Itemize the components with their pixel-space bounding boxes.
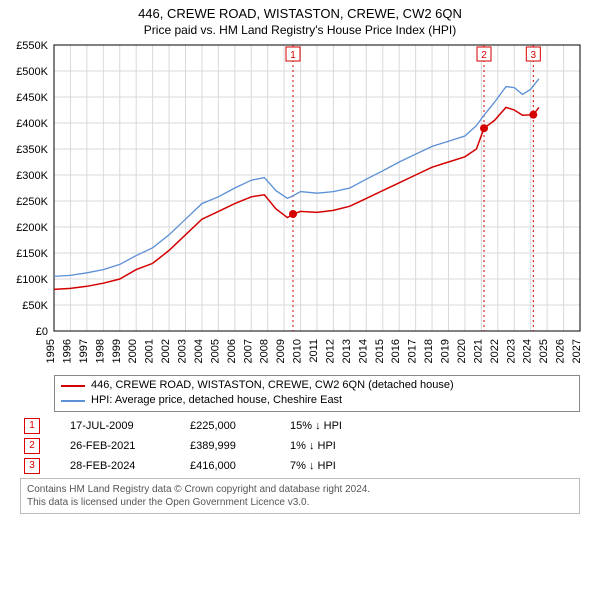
transaction-date: 26-FEB-2021 [70,440,180,452]
svg-text:2006: 2006 [226,339,238,363]
svg-text:2014: 2014 [357,339,369,363]
legend-label: 446, CREWE ROAD, WISTASTON, CREWE, CW2 6… [91,378,454,393]
svg-text:£450K: £450K [16,92,48,104]
legend-item: 446, CREWE ROAD, WISTASTON, CREWE, CW2 6… [61,378,573,393]
legend-item: HPI: Average price, detached house, Ches… [61,393,573,408]
legend-swatch [61,400,85,402]
svg-text:£500K: £500K [16,66,48,78]
svg-text:2019: 2019 [440,339,452,363]
attribution-footer: Contains HM Land Registry data © Crown c… [20,478,580,514]
svg-text:£350K: £350K [16,144,48,156]
chart-area: £0 £50K £100K £150K £200K £250K £300K £350K £400… [0,41,600,371]
transaction-hpi-diff: 7% ↓ HPI [290,460,390,472]
svg-text:2021: 2021 [472,339,484,363]
table-row: 2 26-FEB-2021 £389,999 1% ↓ HPI [20,436,580,456]
footer-text: This data is licensed under the Open Gov… [27,496,573,509]
svg-text:2024: 2024 [522,339,534,363]
svg-text:£100K: £100K [16,274,48,286]
transaction-price: £225,000 [190,420,280,432]
transaction-date: 17-JUL-2009 [70,420,180,432]
svg-text:1998: 1998 [94,339,106,363]
svg-text:1: 1 [290,50,296,61]
svg-text:2003: 2003 [177,339,189,363]
svg-text:2016: 2016 [390,339,402,363]
svg-text:£250K: £250K [16,196,48,208]
chart-svg: £0 £50K £100K £150K £200K £250K £300K £350K £400… [0,41,600,371]
svg-text:£200K: £200K [16,222,48,234]
transaction-hpi-diff: 15% ↓ HPI [290,420,390,432]
svg-text:2007: 2007 [242,339,254,363]
table-row: 1 17-JUL-2009 £225,000 15% ↓ HPI [20,416,580,436]
transaction-marker: 1 [24,418,40,434]
svg-text:1996: 1996 [61,339,73,363]
transaction-marker: 3 [24,458,40,474]
svg-text:£400K: £400K [16,118,48,130]
svg-text:£300K: £300K [16,170,48,182]
svg-text:£0: £0 [36,326,48,338]
svg-text:2015: 2015 [374,339,386,363]
svg-text:2000: 2000 [127,339,139,363]
chart-container: { "title": "446, CREWE ROAD, WISTASTON, … [0,0,600,590]
svg-text:£550K: £550K [16,41,48,52]
legend-swatch [61,385,85,387]
chart-title: 446, CREWE ROAD, WISTASTON, CREWE, CW2 6… [0,0,600,21]
svg-text:2004: 2004 [193,339,205,363]
transaction-price: £416,000 [190,460,280,472]
svg-text:2017: 2017 [407,339,419,363]
svg-text:2005: 2005 [209,339,221,363]
svg-text:2022: 2022 [489,339,501,363]
svg-text:2023: 2023 [505,339,517,363]
svg-text:2: 2 [481,50,487,61]
table-row: 3 28-FEB-2024 £416,000 7% ↓ HPI [20,456,580,476]
transaction-hpi-diff: 1% ↓ HPI [290,440,390,452]
svg-text:2008: 2008 [259,339,271,363]
svg-text:2013: 2013 [341,339,353,363]
transaction-price: £389,999 [190,440,280,452]
svg-text:2020: 2020 [456,339,468,363]
svg-text:2001: 2001 [144,339,156,363]
svg-text:2012: 2012 [324,339,336,363]
svg-text:1995: 1995 [45,339,57,363]
chart-subtitle: Price paid vs. HM Land Registry's House … [0,21,600,41]
svg-text:2027: 2027 [571,339,583,363]
legend: 446, CREWE ROAD, WISTASTON, CREWE, CW2 6… [54,375,580,412]
svg-text:1999: 1999 [111,339,123,363]
svg-text:2002: 2002 [160,339,172,363]
svg-text:2011: 2011 [308,339,320,363]
svg-text:£50K: £50K [22,300,48,312]
legend-label: HPI: Average price, detached house, Ches… [91,393,342,408]
svg-text:2018: 2018 [423,339,435,363]
svg-text:2026: 2026 [555,339,567,363]
svg-text:3: 3 [531,50,537,61]
svg-text:2010: 2010 [292,339,304,363]
footer-text: Contains HM Land Registry data © Crown c… [27,483,573,496]
transaction-marker: 2 [24,438,40,454]
svg-text:£150K: £150K [16,248,48,260]
svg-text:1997: 1997 [78,339,90,363]
svg-text:2025: 2025 [538,339,550,363]
transaction-table: 1 17-JUL-2009 £225,000 15% ↓ HPI 2 26-FE… [20,416,580,476]
transaction-date: 28-FEB-2024 [70,460,180,472]
svg-text:2009: 2009 [275,339,287,363]
